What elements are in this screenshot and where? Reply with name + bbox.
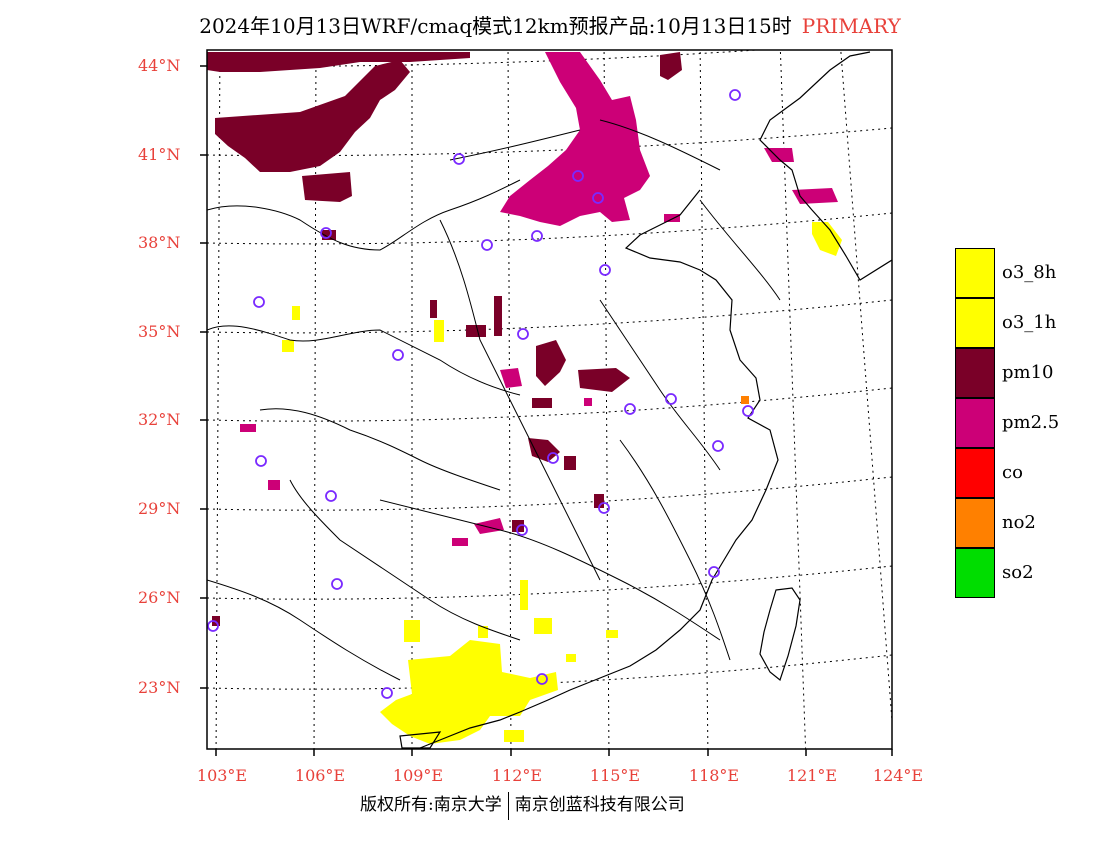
- legend-swatch: [955, 448, 995, 498]
- lat-label-32: 32°N: [138, 410, 181, 429]
- lon-label-124: 124°E: [872, 766, 924, 785]
- legend-swatch: [955, 548, 995, 598]
- legend-swatch: [955, 298, 995, 348]
- coastline: [399, 51, 892, 749]
- separator: [507, 791, 509, 820]
- legend-label: pm2.5: [1002, 412, 1060, 433]
- lat-label-35: 35°N: [138, 322, 181, 341]
- stations: [207, 89, 754, 699]
- legend-label: so2: [1002, 562, 1034, 583]
- lon-label-121: 121°E: [786, 766, 838, 785]
- o3-areas: [282, 222, 842, 744]
- boundaries: [207, 119, 781, 681]
- lat-label-29: 29°N: [138, 499, 181, 518]
- title-text: 2024年10月13日WRF/cmaq模式12km预报产品:10月13日15时: [199, 14, 792, 38]
- copyright-left: 版权所有:南京大学: [360, 795, 502, 815]
- lon-label-106: 106°E: [294, 766, 346, 785]
- lat-label-38: 38°N: [138, 233, 181, 252]
- pm25-areas: [240, 52, 838, 546]
- lat-label-26: 26°N: [138, 588, 181, 607]
- legend-label: no2: [1002, 512, 1036, 533]
- lat-label-23: 23°N: [138, 678, 181, 697]
- lat-label-44: 44°N: [138, 56, 181, 75]
- legend-swatch: [955, 498, 995, 548]
- legend-swatch: [955, 348, 995, 398]
- legend-label: co: [1002, 462, 1023, 483]
- pm10-areas: [207, 52, 682, 626]
- copyright: 版权所有:南京大学 南京创蓝科技有限公司: [360, 790, 685, 820]
- lon-label-118: 118°E: [688, 766, 740, 785]
- legend-label: o3_8h: [1002, 262, 1057, 283]
- lon-label-115: 115°E: [589, 766, 641, 785]
- primary-tag: PRIMARY: [801, 14, 901, 38]
- map-frame: [206, 49, 893, 750]
- lon-label-112: 112°E: [491, 766, 543, 785]
- legend-swatch: [955, 248, 995, 298]
- legend-label: pm10: [1002, 362, 1054, 383]
- lon-label-109: 109°E: [392, 766, 444, 785]
- legend-label: o3_1h: [1002, 312, 1057, 333]
- legend-swatch: [955, 398, 995, 448]
- map-title: 2024年10月13日WRF/cmaq模式12km预报产品:10月13日15时 P…: [0, 10, 1100, 39]
- lat-label-41: 41°N: [138, 145, 181, 164]
- copyright-right: 南京创蓝科技有限公司: [514, 795, 685, 815]
- lon-label-103: 103°E: [196, 766, 248, 785]
